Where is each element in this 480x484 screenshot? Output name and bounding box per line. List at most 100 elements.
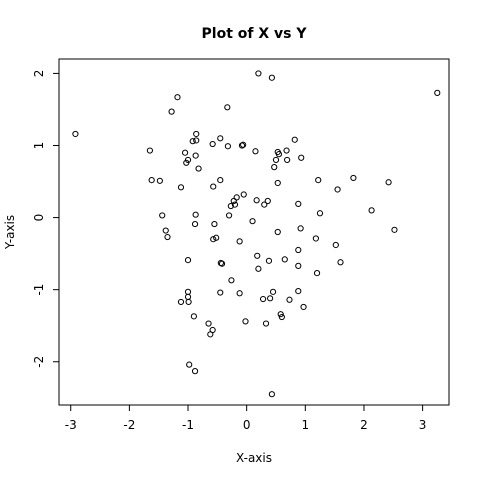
data-point [192,369,197,374]
plot-frame [59,59,449,405]
y-tick-label: -1 [32,284,46,296]
data-point [163,228,168,233]
data-point [386,180,391,185]
data-point [269,392,274,397]
data-point [169,109,174,114]
data-point [275,180,280,185]
data-point [196,166,201,171]
y-tick-label: 2 [32,70,46,78]
data-point [187,362,192,367]
data-point [335,187,340,192]
x-axis: -3 -2 -1 0 1 2 3 [65,405,427,432]
data-point [182,150,187,155]
data-point [285,157,290,162]
data-point [149,178,154,183]
data-point [210,327,215,332]
data-point [275,229,280,234]
data-point [298,226,303,231]
data-point [165,234,170,239]
data-point [263,321,268,326]
x-tick-label: -3 [65,418,77,432]
data-point [234,195,239,200]
data-point [435,90,440,95]
data-point [272,165,277,170]
data-point [237,291,242,296]
data-points [73,71,440,397]
x-tick-label: 3 [419,418,427,432]
data-point [73,131,78,136]
data-point [178,185,183,190]
data-point [392,227,397,232]
y-tick-label: 1 [32,142,46,150]
data-point [270,289,275,294]
data-point [147,148,152,153]
x-tick-label: -2 [123,418,135,432]
data-point [256,266,261,271]
data-point [369,208,374,213]
data-point [314,270,319,275]
data-point [241,192,246,197]
data-point [351,175,356,180]
data-point [225,105,230,110]
chart-title: Plot of X vs Y [202,26,308,42]
data-point [284,148,289,153]
data-point [185,294,190,299]
data-point [211,184,216,189]
data-point [256,71,261,76]
data-point [313,236,318,241]
data-point [292,137,297,142]
data-point [160,213,165,218]
data-point [333,242,338,247]
data-point [226,213,231,218]
x-tick-label: 1 [301,418,309,432]
data-point [218,136,223,141]
data-point [194,138,199,143]
data-point [218,178,223,183]
data-point [194,131,199,136]
data-point [253,149,258,154]
data-point [218,290,223,295]
data-point [191,314,196,319]
y-axis-label: Y-axis [3,215,17,250]
data-point [296,247,301,252]
data-point [269,75,274,80]
data-point [229,278,234,283]
y-axis: -2 -1 0 1 2 [32,70,59,368]
data-point [299,155,304,160]
data-point [287,297,292,302]
data-point [317,211,322,216]
y-tick-label: 0 [32,214,46,222]
data-point [296,201,301,206]
data-point [255,253,260,258]
data-point [338,260,343,265]
data-point [296,289,301,294]
data-point [268,296,273,301]
x-tick-label: 2 [360,418,368,432]
data-point [178,299,183,304]
data-point [157,178,162,183]
data-point [192,221,197,226]
x-axis-label: X-axis [236,451,272,465]
data-point [301,304,306,309]
data-point [316,178,321,183]
data-point [185,258,190,263]
data-point [206,321,211,326]
data-point [250,219,255,224]
data-point [225,144,230,149]
x-tick-label: 0 [243,418,251,432]
data-point [266,258,271,263]
data-point [282,257,287,262]
data-point [186,299,191,304]
data-point [265,198,270,203]
data-point [296,263,301,268]
y-tick-label: -2 [32,356,46,368]
data-point [260,296,265,301]
x-tick-label: -1 [182,418,194,432]
data-point [185,289,190,294]
data-point [193,212,198,217]
data-point [193,153,198,158]
data-point [273,157,278,162]
data-point [175,95,180,100]
